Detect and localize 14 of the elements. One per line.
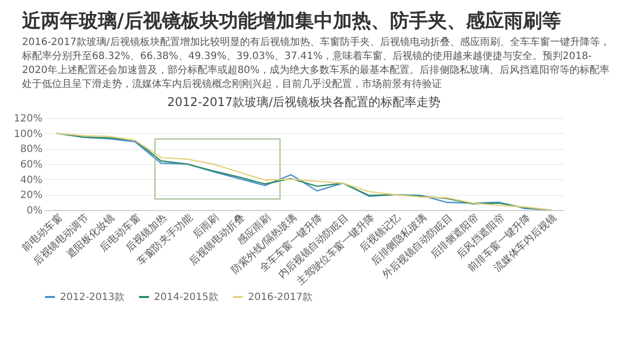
y-tick-label: 80% xyxy=(20,144,42,156)
chart-subtitle: 近两年玻璃/后视镜板块功能增加集中加热、防手夹、感应雨刷等 xyxy=(22,9,562,34)
y-tick-label: 60% xyxy=(20,160,42,170)
text: 2016-2017款玻璃/后视镜板块配置增加比较明显的有后视镜加热、车窗防手夹、后视镜电动折叠、感应雨刷、全车车窗一键升降等，标配率分别升至68.32%、66.38%、49.39%、39.03%、37.41%，意味着车窗、后视镜的使用越来越便捷与安全。预判2018-2020年上述配置还会加速普及，部分标配率或超80%，成为绝大多数车系的最基本配置。后排侧隐私玻璃、后风挡遮阳帘等的标配率处于低位且呈下滑走势，流媒体车内后视镜概念刚刚兴起，目前几乎没配置，市场前景有待验证 xyxy=(22,36,610,92)
chart-title: 2012-2017款玻璃/后视镜板块各配置的标配率走势 xyxy=(167,95,441,109)
y-tick-label: 120% xyxy=(14,114,42,124)
legend-label: 2012-2013款 xyxy=(60,292,125,303)
legend-label: 2016-2017款 xyxy=(248,292,313,303)
legend-label: 2014-2015款 xyxy=(154,292,219,303)
y-tick-label: 40% xyxy=(20,174,42,186)
y-tick-label: 0% xyxy=(26,206,42,216)
line-series xyxy=(56,132,552,211)
y-tick-label: 20% xyxy=(20,190,42,202)
y-tick-label: 100% xyxy=(14,128,42,140)
